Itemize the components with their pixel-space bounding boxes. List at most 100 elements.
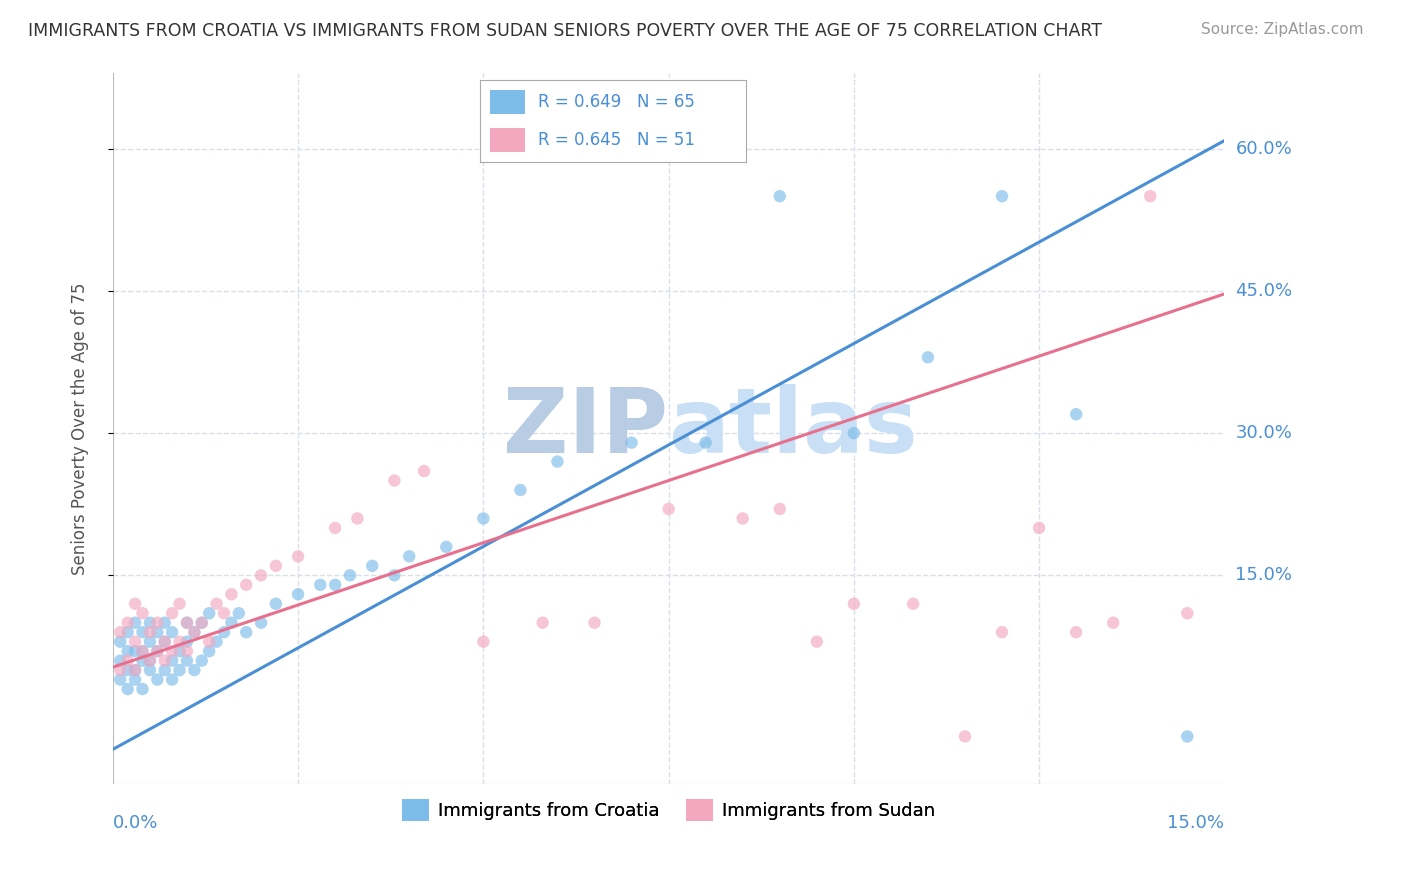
Point [583, 615, 606, 630]
Point [731, 511, 754, 525]
Point [131, 606, 153, 620]
Text: 45.0%: 45.0% [1236, 282, 1292, 300]
Point [124, 615, 146, 630]
Y-axis label: Seniors Poverty Over the Age of 75: Seniors Poverty Over the Age of 75 [72, 282, 89, 574]
Text: ZIP: ZIP [503, 384, 669, 473]
Point [131, 625, 153, 640]
Point [124, 597, 146, 611]
Point [221, 615, 243, 630]
Point [1175, 730, 1198, 744]
Point [658, 502, 681, 516]
Point [620, 435, 643, 450]
Point [413, 464, 436, 478]
Point [139, 663, 162, 677]
Point [160, 654, 183, 668]
Point [1139, 189, 1161, 203]
Point [806, 634, 828, 648]
Point [160, 644, 183, 658]
Text: 60.0%: 60.0% [1236, 140, 1292, 158]
Point [110, 673, 132, 687]
Point [176, 615, 198, 630]
Point [117, 644, 139, 658]
Text: 30.0%: 30.0% [1236, 425, 1292, 442]
Point [139, 634, 162, 648]
Point [1175, 606, 1198, 620]
Point [139, 625, 162, 640]
Point [250, 615, 273, 630]
Point [361, 558, 384, 573]
Point [176, 615, 198, 630]
Point [991, 625, 1014, 640]
Point [287, 587, 309, 601]
Point [264, 597, 287, 611]
Point [339, 568, 361, 582]
Text: Source: ZipAtlas.com: Source: ZipAtlas.com [1201, 22, 1364, 37]
Point [160, 673, 183, 687]
Point [153, 615, 176, 630]
Point [139, 654, 162, 668]
Point [917, 351, 939, 365]
Point [1102, 615, 1125, 630]
Point [124, 663, 146, 677]
Point [176, 634, 198, 648]
Point [384, 474, 406, 488]
Point [110, 663, 132, 677]
Point [323, 521, 346, 535]
Point [176, 644, 198, 658]
Point [153, 634, 176, 648]
Text: 15.0%: 15.0% [1167, 814, 1225, 832]
Point [153, 663, 176, 677]
Point [146, 644, 169, 658]
Point [323, 578, 346, 592]
Point [472, 511, 495, 525]
Point [160, 606, 183, 620]
Text: 15.0%: 15.0% [1236, 566, 1292, 584]
Point [191, 654, 214, 668]
Point [205, 634, 228, 648]
Point [434, 540, 457, 554]
Legend: Immigrants from Croatia, Immigrants from Sudan: Immigrants from Croatia, Immigrants from… [395, 792, 943, 828]
Point [139, 654, 162, 668]
Point [346, 511, 368, 525]
Point [153, 654, 176, 668]
Point [160, 625, 183, 640]
Point [953, 730, 976, 744]
Point [169, 644, 191, 658]
Point [183, 663, 205, 677]
Point [169, 634, 191, 648]
Point [131, 681, 153, 696]
Point [250, 568, 273, 582]
Point [1064, 625, 1087, 640]
Point [205, 597, 228, 611]
Point [228, 606, 250, 620]
Point [117, 663, 139, 677]
Point [842, 597, 865, 611]
Point [153, 634, 176, 648]
Point [901, 597, 924, 611]
Point [110, 634, 132, 648]
Point [117, 681, 139, 696]
Point [110, 654, 132, 668]
Point [146, 625, 169, 640]
Point [531, 615, 554, 630]
Point [235, 625, 257, 640]
Point [212, 625, 235, 640]
Point [191, 615, 214, 630]
Point [124, 644, 146, 658]
Text: atlas: atlas [669, 384, 918, 473]
Point [769, 502, 792, 516]
Point [287, 549, 309, 564]
Point [309, 578, 332, 592]
Text: IMMIGRANTS FROM CROATIA VS IMMIGRANTS FROM SUDAN SENIORS POVERTY OVER THE AGE OF: IMMIGRANTS FROM CROATIA VS IMMIGRANTS FR… [28, 22, 1102, 40]
Point [472, 634, 495, 648]
Point [264, 558, 287, 573]
Point [146, 673, 169, 687]
Point [146, 615, 169, 630]
Point [398, 549, 420, 564]
Point [198, 634, 221, 648]
Point [169, 597, 191, 611]
Point [139, 615, 162, 630]
Point [117, 615, 139, 630]
Point [769, 189, 792, 203]
Point [131, 654, 153, 668]
